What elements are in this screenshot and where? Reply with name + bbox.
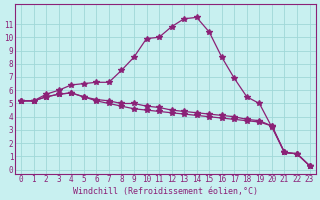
X-axis label: Windchill (Refroidissement éolien,°C): Windchill (Refroidissement éolien,°C): [73, 187, 258, 196]
